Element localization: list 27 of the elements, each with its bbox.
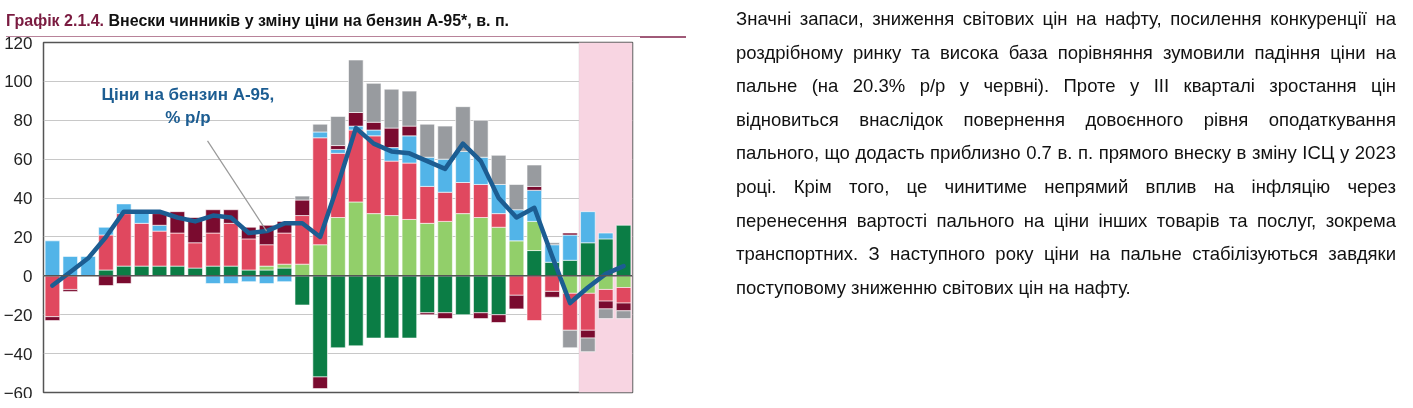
y-tick-label: −40 bbox=[3, 344, 33, 364]
bar bbox=[330, 116, 346, 146]
y-tick-label: −20 bbox=[3, 305, 33, 325]
bar bbox=[44, 240, 61, 277]
chart-title: Графік 2.1.4. Внески чинників у зміну ціни на бензин А-95*, в. п. bbox=[6, 12, 510, 29]
y-tick-label: 20 bbox=[13, 227, 33, 247]
text: Ціни на бензин А-95, % р/р bbox=[101, 84, 275, 128]
bar bbox=[366, 275, 382, 339]
y-tick-label: 100 bbox=[4, 72, 33, 92]
y-tick-label: 60 bbox=[13, 150, 33, 170]
y-tick-label: 0 bbox=[23, 266, 33, 286]
bar bbox=[526, 275, 542, 321]
text: Значні запаси, зниження світових цін на нафту, посилення конкуренції на роздрібному ринку та висока база порівняння зумовили падіння ціни на пальне (на 20.3% р/р у червні). Проте у ІІІ кварталі зростання цін відновиться внаслідок повернення довоєнного рівня оподаткування пального, що додасть приблизно 0.7 в. п. прямого внеску в зміну ІСЦ у 2023 році. Крім того, це чинитиме непрямий вплив на інфляцію через перенесення вартості пального на ціни інших товарів та послуг, зокрема транспортних. З наступного року ціни на пальне стабілізуються завдяки поступовому зниженню світових цін на нафту. bbox=[736, 8, 1396, 298]
y-tick-label: 80 bbox=[13, 111, 33, 131]
bar bbox=[44, 275, 61, 317]
bar bbox=[455, 275, 471, 316]
bar bbox=[526, 164, 542, 187]
bar bbox=[98, 275, 114, 286]
bar bbox=[348, 275, 364, 347]
y-tick-label: 40 bbox=[13, 189, 33, 209]
y-tick-label: 120 bbox=[4, 33, 33, 53]
bar bbox=[294, 275, 310, 306]
bar bbox=[330, 275, 346, 349]
bar bbox=[419, 275, 435, 314]
y-tick-label: −60 bbox=[3, 383, 33, 403]
bar bbox=[615, 224, 632, 277]
line-series bbox=[50, 125, 626, 306]
